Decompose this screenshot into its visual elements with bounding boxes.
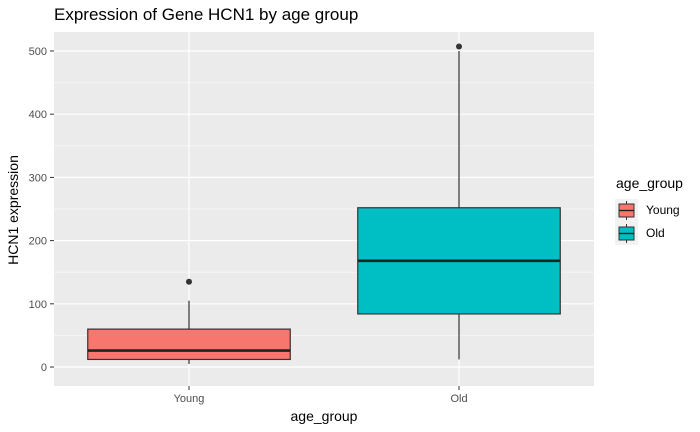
legend-title: age_group — [616, 175, 683, 191]
chart-title: Expression of Gene HCN1 by age group — [54, 5, 358, 24]
legend-label: Young — [646, 203, 680, 217]
x-axis-label: age_group — [291, 408, 358, 424]
outlier-point — [186, 278, 192, 285]
boxes-layer — [87, 43, 561, 364]
y-tick-label: 0 — [41, 362, 47, 374]
box-old — [357, 43, 561, 360]
y-axis-label: HCN1 expression — [5, 155, 21, 265]
grid-lines — [54, 32, 594, 386]
legend-label: Old — [646, 226, 665, 240]
x-tick-label: Young — [174, 393, 205, 405]
legend: Young Old — [615, 199, 680, 245]
y-tick-label: 400 — [29, 109, 47, 121]
y-tick-label: 500 — [29, 46, 47, 58]
legend-item-young: Young — [615, 199, 680, 222]
outlier-point — [456, 43, 462, 50]
y-tick-label: 100 — [29, 299, 47, 311]
y-tick-label: 200 — [29, 236, 47, 248]
legend-item-old: Old — [615, 222, 665, 245]
box-young — [87, 278, 291, 364]
y-tick-label: 300 — [29, 172, 47, 184]
iqr-box — [87, 328, 291, 361]
axes-layer: 0 100 200 300 400 500 Young Old — [29, 46, 468, 405]
x-tick-label: Old — [450, 393, 467, 405]
